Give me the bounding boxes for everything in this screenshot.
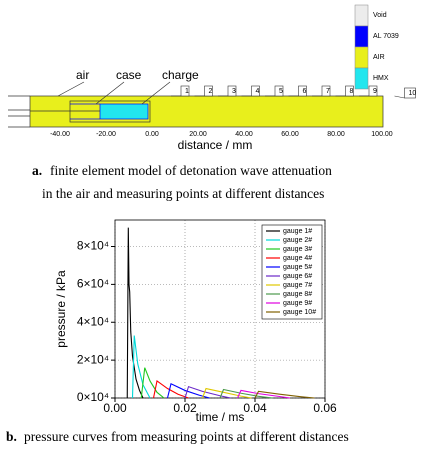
gauge-box	[345, 85, 354, 97]
legend-label: AIR	[373, 54, 385, 61]
tick-label: 40.00	[235, 131, 253, 138]
gauge-box	[321, 85, 331, 97]
y-tick-label: 0×10⁴	[77, 390, 109, 404]
legend-label: gauge 9#	[283, 300, 312, 307]
caption-line: in the air and measuring points at diffe…	[42, 186, 324, 201]
legend-label: HMX	[373, 75, 389, 82]
model-axis: -40.00 -20.00 0.00 20.00 40.00 60.00 80.00 100.…	[50, 131, 393, 138]
legend-label: gauge 3#	[283, 246, 312, 253]
legend-label: gauge 6#	[283, 273, 312, 280]
legend-label: gauge 1#	[283, 228, 312, 235]
legend-swatch	[354, 46, 369, 69]
legend-label: Void	[373, 12, 387, 19]
gauge-label: 1	[185, 88, 189, 95]
x-axis-label: time / ms	[196, 410, 245, 424]
series-line	[237, 389, 291, 399]
legend-swatch	[354, 25, 369, 48]
part-label: case	[116, 68, 142, 82]
gauge-box	[298, 85, 307, 97]
gauge-box	[204, 85, 213, 97]
tick-label: 20.00	[189, 131, 207, 138]
legend-label: AL 7039	[373, 33, 399, 40]
y-axis-label: pressure / kPa	[54, 270, 68, 348]
gauge-box	[368, 85, 378, 97]
tick-label: 80.00	[327, 131, 345, 138]
x-tick-label: 0.04	[243, 401, 267, 415]
gauge-label: 2	[209, 88, 213, 95]
gauge-box	[274, 85, 284, 97]
legend-swatch	[354, 4, 369, 27]
tick-label: -40.00	[50, 131, 70, 138]
gauge-box	[251, 85, 260, 97]
gauge-label: 3	[232, 88, 236, 95]
gauge-box	[227, 85, 237, 97]
caption-prefix: b.	[6, 429, 17, 444]
gauge-box	[404, 87, 416, 99]
part-labels: air case charge	[76, 68, 199, 82]
series-line	[126, 227, 144, 399]
part-label: air	[76, 68, 89, 82]
caption-prefix: a.	[32, 163, 42, 178]
model-legend: Void AL 7039 AIR HMX	[354, 4, 399, 90]
series-line	[184, 385, 231, 399]
gauge-label: 4	[256, 88, 260, 95]
series-line	[219, 388, 273, 399]
part-label: charge	[162, 68, 199, 82]
chart: 0×10⁴ 2×10⁴ 4×10⁴ 6×10⁴ 8×10⁴ 0.00 0.02 0.04 0.0…	[77, 219, 337, 415]
series-line	[166, 383, 210, 399]
gauge-label: 6	[303, 88, 307, 95]
legend-label: gauge 8#	[283, 291, 312, 298]
series-line	[140, 367, 165, 399]
legend-label: gauge 5#	[283, 264, 312, 271]
gauge-leader	[394, 95, 405, 99]
legend-label: gauge 7#	[283, 282, 312, 289]
tick-label: 100.00	[371, 131, 393, 138]
legend-label: gauge 10#	[283, 309, 316, 316]
y-tick-label: 4×10⁴	[77, 314, 109, 328]
gauge-label: 5	[279, 88, 283, 95]
x-tick-label: 0.02	[173, 401, 197, 415]
series-line	[201, 387, 252, 399]
caption-line: finite element model of detonation wave …	[50, 163, 332, 178]
gauge-markers: 1 2 3 4 5 6 7 8 9 10	[171, 85, 417, 99]
caption-text: pressure curves from measuring points at…	[24, 429, 349, 444]
gauge-label: 7	[326, 88, 330, 95]
fe-model	[8, 81, 384, 128]
gauge-label: 9	[373, 88, 377, 95]
series-line	[131, 335, 151, 399]
x-tick-label: 0.00	[103, 401, 127, 415]
series-line	[254, 390, 315, 399]
legend-label: gauge 2#	[283, 237, 312, 244]
series-line	[152, 380, 189, 399]
x-tick-label: 0.06	[313, 401, 337, 415]
gauge-box	[180, 85, 190, 97]
y-tick-label: 8×10⁴	[77, 239, 109, 253]
y-tick-label: 6×10⁴	[77, 277, 109, 291]
tick-label: -20.00	[96, 131, 116, 138]
axis-label: distance / mm	[178, 138, 253, 152]
legend-swatch	[354, 67, 369, 90]
gauge-label: 8	[350, 88, 354, 95]
legend-label: gauge 4#	[283, 255, 312, 262]
tick-label: 0.00	[145, 131, 159, 138]
gauge-label: 10	[409, 90, 417, 97]
tick-label: 60.00	[281, 131, 299, 138]
y-tick-label: 2×10⁴	[77, 352, 109, 366]
